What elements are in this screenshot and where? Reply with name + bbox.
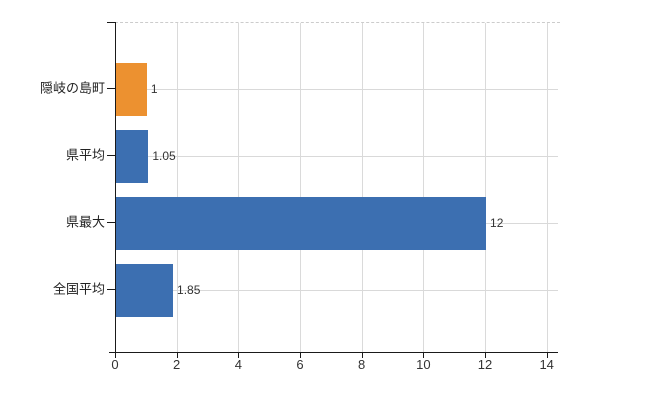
vertical-gridline	[485, 23, 487, 353]
x-axis-tick	[546, 353, 548, 358]
vertical-gridline	[176, 23, 178, 353]
vertical-gridline	[423, 23, 425, 353]
bar	[116, 62, 147, 116]
plot-area: 1 1.05 12 1.85	[115, 22, 560, 353]
x-axis-tick	[300, 353, 301, 358]
x-tick-label: 12	[477, 357, 493, 372]
y-category-label: 県平均	[65, 147, 105, 163]
y-axis-tick	[107, 222, 115, 223]
y-axis-line	[115, 22, 116, 352]
x-tick-label: 4	[234, 357, 242, 372]
y-category-label: 隠岐の島町	[39, 80, 105, 96]
bar	[116, 263, 174, 317]
x-tick-label: 0	[111, 357, 119, 372]
y-category-label: 県最大	[65, 214, 105, 230]
horizontal-gridline	[115, 89, 558, 90]
bar-value-label: 12	[490, 216, 504, 230]
y-category-label: 全国平均	[52, 281, 105, 297]
vertical-gridline	[546, 23, 548, 353]
x-tick-label: 2	[173, 357, 181, 372]
x-axis-line	[109, 352, 558, 353]
x-axis-tick	[176, 353, 178, 358]
horizontal-gridline	[115, 290, 558, 291]
x-tick-label: 8	[358, 357, 366, 372]
y-axis-tick	[107, 155, 115, 156]
y-axis-tick	[107, 289, 115, 290]
x-tick-label: 14	[539, 357, 554, 372]
x-axis-tick	[238, 353, 240, 358]
bar-value-label: 1	[150, 82, 158, 96]
x-tick-label: 6	[296, 357, 304, 372]
bar	[116, 196, 487, 250]
x-axis-tick	[361, 353, 363, 358]
horizontal-gridline	[115, 156, 558, 157]
x-axis-tick	[423, 353, 425, 358]
bar-value-label: 1.85	[177, 283, 201, 297]
bar-value-label: 1.05	[152, 149, 176, 163]
bar	[116, 129, 149, 183]
x-tick-label: 10	[416, 357, 431, 372]
vertical-gridline	[300, 23, 301, 353]
x-axis-tick	[115, 353, 116, 358]
y-axis-tick	[107, 88, 115, 89]
y-axis-top-cap	[107, 22, 115, 23]
vertical-gridline	[238, 23, 240, 353]
vertical-gridline	[361, 23, 363, 353]
x-axis-tick	[485, 353, 487, 358]
